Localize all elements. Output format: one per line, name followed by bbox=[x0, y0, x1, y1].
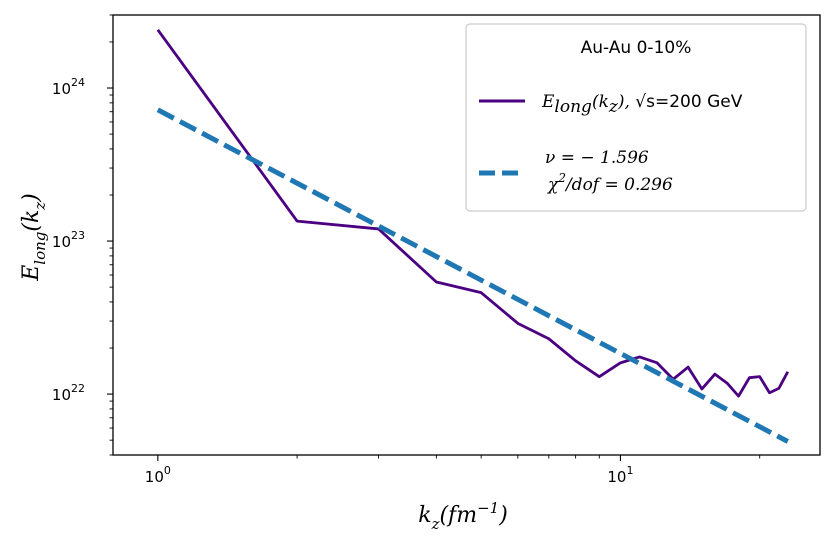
y-tick-label: 1023 bbox=[52, 229, 85, 251]
legend-box bbox=[465, 23, 807, 212]
plot-frame bbox=[112, 14, 821, 456]
x-axis-label: kz(fm−1) bbox=[418, 499, 508, 533]
legend: Au-Au 0-10% Elong(kz), √s=200 GeV ν = − … bbox=[465, 23, 807, 212]
y-axis-label: Elong(kz) bbox=[19, 193, 49, 282]
y-axis-ticks: 1022 1023 1024 bbox=[52, 14, 113, 456]
x-tick-label: 100 bbox=[145, 464, 171, 486]
y-tick-label: 1022 bbox=[52, 382, 85, 404]
series-line-2 bbox=[156, 107, 789, 444]
legend-entry-2-line-1: ν = − 1.596 bbox=[545, 148, 649, 168]
series-line-1 bbox=[156, 29, 790, 398]
legend-title: Au-Au 0-10% bbox=[581, 38, 692, 58]
y-tick-label: 1024 bbox=[52, 76, 85, 98]
x-tick-label: 101 bbox=[607, 464, 633, 486]
x-axis-ticks: 100 101 bbox=[145, 455, 761, 486]
legend-entry-2-line-2: χ2/dof = 0.296 bbox=[547, 171, 673, 195]
series-layer bbox=[156, 29, 790, 444]
legend-entry-1: Elong(kz), √s=200 GeV bbox=[541, 92, 743, 117]
